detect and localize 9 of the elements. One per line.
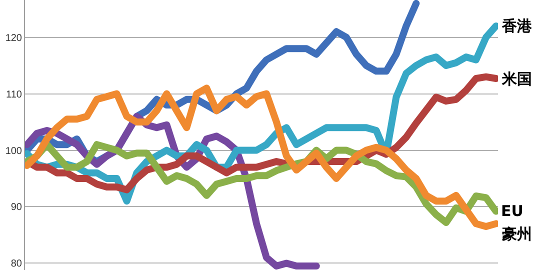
y-tick-label: 90	[10, 202, 22, 214]
series-label: EU	[501, 202, 524, 220]
y-tick-label: 110	[6, 89, 22, 100]
y-tick-label: 120	[5, 32, 22, 44]
y-tick-label: 100	[5, 146, 22, 157]
series-label: 豪州	[501, 225, 532, 243]
series-label: 香港	[501, 17, 533, 35]
y-tick-label: 80	[10, 258, 22, 270]
series-label: 米国	[501, 70, 532, 88]
